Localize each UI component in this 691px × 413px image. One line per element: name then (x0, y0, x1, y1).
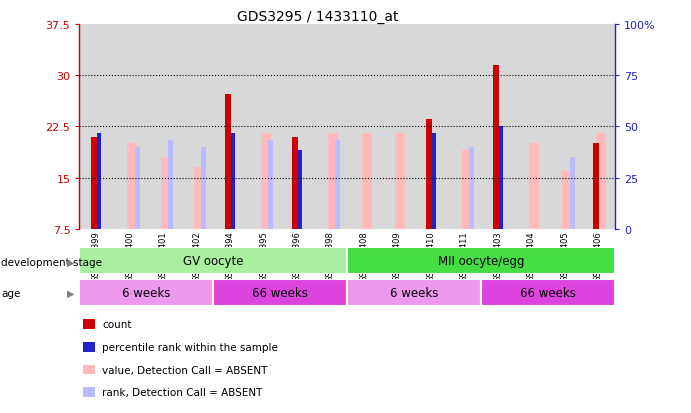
Bar (261, 134, 272, 229)
Bar (214, 280, 347, 306)
Bar (448, 25, 481, 229)
Bar (414, 25, 448, 229)
Bar (328, 134, 338, 229)
Text: value, Detection Call = ABSENT: value, Detection Call = ABSENT (102, 365, 267, 375)
Text: 66 weeks: 66 weeks (252, 287, 308, 299)
Text: MII oocyte/egg: MII oocyte/egg (438, 255, 524, 268)
Bar (596, 134, 606, 229)
Bar (347, 248, 615, 275)
Bar (426, 120, 432, 229)
Bar (582, 25, 615, 229)
Bar (335, 141, 341, 229)
Text: age: age (1, 288, 21, 298)
Text: rank, Detection Call = ABSENT: rank, Detection Call = ABSENT (102, 387, 263, 397)
Bar (298, 151, 302, 229)
Bar (113, 25, 146, 229)
Bar (594, 144, 599, 229)
Bar (432, 134, 435, 229)
Bar (79, 280, 214, 306)
Bar (498, 127, 502, 229)
Text: GDS3295 / 1433110_at: GDS3295 / 1433110_at (237, 10, 399, 24)
Bar (515, 25, 548, 229)
Bar (347, 280, 481, 306)
Bar (268, 141, 274, 229)
Text: 6 weeks: 6 weeks (390, 287, 438, 299)
Bar (548, 25, 582, 229)
Bar (395, 134, 405, 229)
Bar (161, 158, 171, 229)
Bar (562, 171, 572, 229)
Bar (79, 25, 113, 229)
Bar (481, 25, 515, 229)
Text: 66 weeks: 66 weeks (520, 287, 576, 299)
Bar (180, 25, 214, 229)
Bar (314, 25, 347, 229)
Bar (214, 25, 247, 229)
Bar (569, 158, 575, 229)
Text: development stage: development stage (1, 257, 102, 267)
Bar (127, 144, 138, 229)
Bar (135, 147, 140, 229)
Bar (462, 151, 472, 229)
Bar (381, 25, 414, 229)
Bar (194, 168, 205, 229)
Text: count: count (102, 319, 132, 329)
Bar (146, 25, 180, 229)
Text: GV oocyte: GV oocyte (183, 255, 244, 268)
Bar (481, 280, 615, 306)
Text: ▶: ▶ (67, 288, 75, 298)
Text: 6 weeks: 6 weeks (122, 287, 171, 299)
Bar (281, 25, 314, 229)
Bar (231, 134, 235, 229)
Text: ▶: ▶ (67, 257, 75, 267)
Bar (225, 95, 231, 229)
Bar (247, 25, 281, 229)
Bar (347, 25, 381, 229)
Bar (529, 144, 539, 229)
Bar (79, 248, 347, 275)
Bar (168, 141, 173, 229)
Bar (361, 134, 372, 229)
Bar (202, 147, 207, 229)
Text: percentile rank within the sample: percentile rank within the sample (102, 342, 278, 352)
Bar (493, 66, 499, 229)
Bar (97, 134, 101, 229)
Bar (292, 137, 298, 229)
Bar (469, 147, 474, 229)
Bar (91, 137, 97, 229)
